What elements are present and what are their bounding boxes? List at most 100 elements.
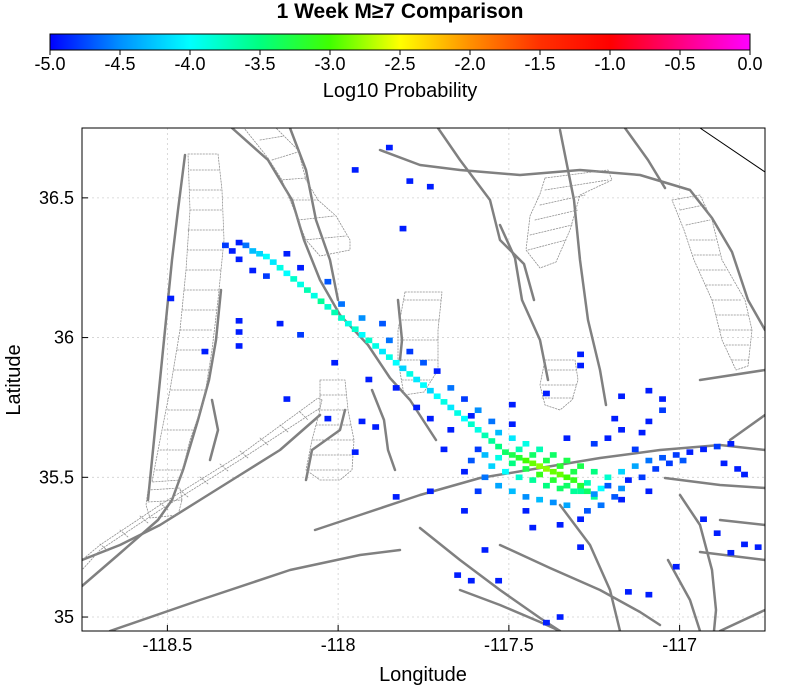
heatmap-cell (454, 572, 462, 578)
heatmap-cell (618, 485, 625, 492)
heatmap-cell (611, 415, 619, 422)
x-axis-label: Longitude (379, 664, 467, 686)
heatmap-cell (440, 399, 448, 405)
heatmap-cell (331, 309, 339, 316)
heatmap-cell (645, 457, 653, 464)
y-tick-label: 36 (54, 328, 74, 348)
fault-line (666, 558, 702, 631)
fault-line (678, 493, 718, 631)
colorbar (49, 33, 751, 51)
heatmap-cell (249, 248, 257, 254)
heatmap-cell (741, 471, 748, 478)
heatmap-cell (522, 466, 530, 472)
heatmap-cell (536, 446, 544, 453)
heatmap-cell (720, 460, 728, 467)
y-tick-label: 35 (54, 607, 74, 627)
y-tick-label: 36.5 (39, 188, 74, 208)
heatmap-cell (638, 429, 646, 436)
heatmap-cell (543, 390, 550, 397)
probability-cells (167, 144, 762, 626)
heatmap-cell (570, 468, 578, 475)
heatmap-cell (290, 276, 298, 282)
boundary-line (699, 128, 765, 173)
heatmap-cell (331, 359, 339, 366)
heatmap-cell (426, 387, 434, 394)
heatmap-cell (556, 522, 564, 528)
heatmap-cell (297, 331, 304, 338)
colorbar-ticks: -5.0 -4.5 -4.0 -3.5 -3.0 -2.5 -2.0 -1.5 -1.0 -0.5… (34, 50, 763, 74)
colorbar-tick-label: -1.0 (594, 54, 625, 74)
fault-line (458, 588, 562, 631)
heatmap-cell (283, 396, 291, 402)
heatmap-cell (536, 496, 544, 503)
heatmap-cell (529, 452, 537, 458)
heatmap-cell (734, 466, 742, 472)
heatmap-cell (413, 404, 421, 411)
heatmap-cell (447, 427, 455, 433)
heatmap-cell (461, 508, 468, 514)
fault-line (663, 476, 765, 490)
heatmap-cell (283, 270, 291, 277)
heatmap-cell (372, 424, 380, 430)
fault-ladder-zones (82, 128, 753, 571)
heatmap-cell (508, 435, 516, 441)
heatmap-cell (495, 577, 503, 584)
heatmap-cell (495, 429, 503, 436)
heatmap-cell (426, 415, 434, 422)
heatmap-cell (358, 418, 366, 425)
colorbar-label: Log10 Probability (323, 80, 478, 102)
heatmap-cell (584, 480, 591, 486)
fault-line (378, 148, 765, 332)
heatmap-cell (420, 359, 427, 366)
heatmap-cell (433, 393, 441, 400)
ladder-zone (305, 379, 355, 481)
heatmap-cell (624, 477, 632, 483)
heatmap-cell (543, 457, 550, 464)
heatmap-cell (515, 474, 523, 481)
fault-line (82, 288, 223, 588)
heatmap-cell (577, 362, 584, 369)
heatmap-cell (338, 315, 345, 321)
heatmap-cell (665, 460, 673, 467)
heatmap-cell (522, 440, 530, 447)
heatmap-cell (385, 144, 393, 151)
heatmap-cell (577, 351, 584, 358)
colorbar-tick-label: -4.5 (104, 54, 135, 74)
heatmap-cell (379, 320, 386, 327)
heatmap-cell (351, 449, 359, 455)
colorbar-tick-label: 0.0 (737, 54, 762, 74)
heatmap-cell (536, 463, 544, 469)
fault-line (558, 128, 608, 407)
heatmap-cell (392, 385, 400, 391)
heatmap-cell (488, 418, 496, 425)
heatmap-cell (543, 619, 550, 626)
fault-line (288, 128, 340, 302)
heatmap-cell (365, 337, 373, 344)
plot-frame (81, 127, 766, 632)
x-tick-label: -118 (321, 635, 356, 655)
heatmap-cell (474, 427, 482, 433)
heatmap-cell (577, 482, 584, 489)
heatmap-cell (358, 315, 366, 321)
heatmap-cell (201, 348, 209, 355)
heatmap-cell (433, 368, 441, 374)
heatmap-cell (522, 457, 530, 464)
heatmap-cell (495, 443, 503, 450)
heatmap-cell (624, 589, 632, 595)
fault-line (498, 543, 662, 627)
heatmap-cell (351, 167, 359, 173)
heatmap-cell (263, 253, 270, 260)
heatmap-cell (495, 454, 503, 461)
colorbar-tick-label: -2.0 (454, 54, 485, 74)
heatmap-cell (604, 435, 612, 441)
colorbar-tick-label: -2.5 (384, 54, 415, 74)
heatmap-cell (276, 320, 284, 327)
heatmap-cell (577, 544, 584, 550)
fault-line (313, 443, 765, 532)
heatmap-cell (467, 421, 475, 428)
heatmap-cell (508, 452, 516, 458)
heatmap-cell (536, 471, 544, 478)
heatmap-cell (754, 544, 762, 550)
heatmap-cell (481, 474, 489, 481)
